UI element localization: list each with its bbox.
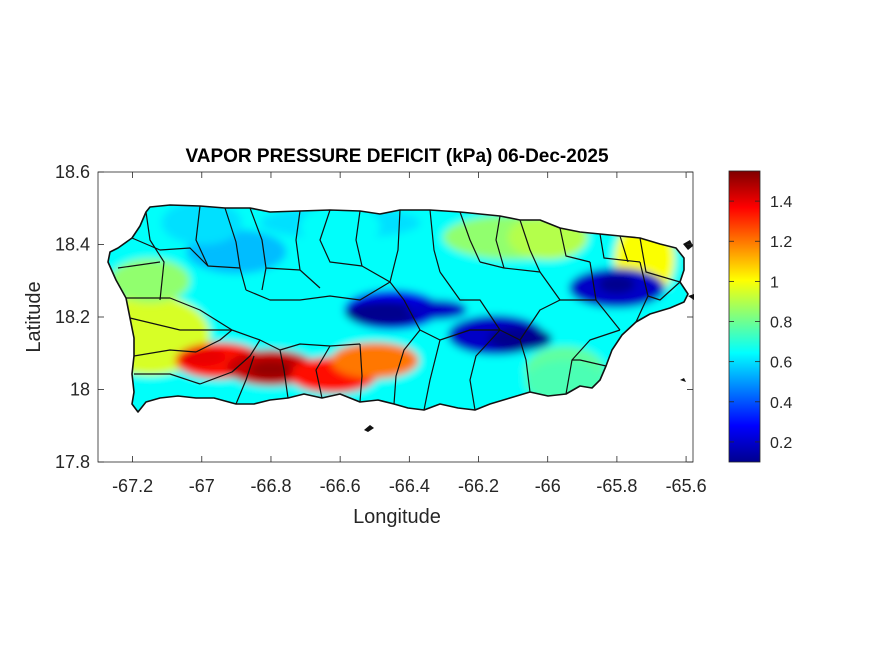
municipality-boundary xyxy=(572,359,607,367)
y-tick-label: 18 xyxy=(70,380,90,400)
municipality-boundary xyxy=(245,281,391,301)
municipality-boundary xyxy=(249,207,301,271)
field-core xyxy=(488,326,553,351)
y-tick-label: 18.2 xyxy=(55,307,90,327)
y-axis-ticks: 17.8 18 18.2 18.4 18.6 xyxy=(55,162,693,472)
municipality-boundary xyxy=(639,237,681,283)
x-tick-label: -66.4 xyxy=(389,476,430,496)
municipality-boundary xyxy=(117,261,161,269)
islet xyxy=(683,240,693,250)
field-core xyxy=(248,360,293,379)
islet xyxy=(364,425,374,432)
colorbar-tick-label: 0.6 xyxy=(770,355,792,372)
municipality-boundary xyxy=(315,345,331,399)
municipality-boundary xyxy=(439,271,501,331)
field-blob xyxy=(330,342,419,379)
municipality-boundary xyxy=(279,349,289,399)
x-tick-label: -65.6 xyxy=(666,476,707,496)
municipality-boundary xyxy=(565,329,621,395)
colorbar-tick-label: 1.4 xyxy=(770,194,792,211)
colorbar-tick-label: 1 xyxy=(770,274,779,291)
y-axis-label: Latitude xyxy=(23,281,45,352)
municipality-boundary xyxy=(355,210,391,283)
municipality-boundary xyxy=(295,210,321,289)
field-blob xyxy=(161,205,242,245)
field-core xyxy=(407,299,468,320)
municipality-boundary xyxy=(235,355,255,405)
x-tick-label: -66.6 xyxy=(320,476,361,496)
municipality-boundary xyxy=(559,227,591,263)
y-tick-label: 18.4 xyxy=(55,235,90,255)
municipality-boundary xyxy=(145,211,165,301)
municipality-boundary xyxy=(134,373,201,385)
municipality-boundary xyxy=(429,209,441,273)
map-title: VAPOR PRESSURE DEFICIT (kPa) 06-Dec-2025 xyxy=(185,146,608,167)
municipality-boundary xyxy=(469,329,501,411)
x-tick-label: -67.2 xyxy=(112,476,153,496)
field-core xyxy=(177,347,226,366)
x-tick-label: -65.8 xyxy=(596,476,637,496)
colorbar-tick-label: 1.2 xyxy=(770,234,792,251)
municipality-boundary xyxy=(199,339,261,385)
municipality-boundary xyxy=(126,297,233,331)
municipality-boundary xyxy=(459,211,481,263)
municipality-boundary xyxy=(499,329,521,341)
municipality-boundary xyxy=(231,329,361,351)
x-axis-ticks: -67.2 -67 -66.8 -66.6 -66.4 -66.2 -66 -65.8 -65.… xyxy=(112,172,707,496)
colorbar-tick-label: 0.2 xyxy=(770,435,792,452)
municipality-boundary xyxy=(389,209,405,301)
colorbar-tick-label: 0.4 xyxy=(770,395,792,412)
municipality-boundary xyxy=(619,235,629,263)
municipality-boundary xyxy=(195,205,247,291)
municipality-boundary xyxy=(393,329,421,405)
municipality-boundary xyxy=(519,219,561,301)
field-core xyxy=(345,301,426,326)
islet xyxy=(688,294,694,300)
municipality-boundary xyxy=(261,267,267,291)
municipality-boundary xyxy=(129,317,232,331)
x-axis-label: Longitude xyxy=(353,506,441,528)
islets xyxy=(364,240,694,432)
municipality-boundary xyxy=(647,281,681,301)
field-blob xyxy=(300,205,381,249)
field-core xyxy=(598,275,635,294)
municipality-boundary xyxy=(133,349,197,357)
colorbar xyxy=(728,170,761,463)
municipality-boundary xyxy=(423,339,441,411)
colorbar-ticks: 0.2 0.4 0.6 0.8 1 1.2 1.4 xyxy=(729,194,792,452)
municipality-boundary xyxy=(195,329,233,353)
municipality-boundary xyxy=(319,209,363,267)
municipality-boundary xyxy=(359,343,363,403)
y-tick-label: 18.6 xyxy=(55,162,90,182)
x-tick-label: -67 xyxy=(189,476,215,496)
municipality-boundary xyxy=(495,215,541,273)
colorbar-tick-label: 0.8 xyxy=(770,315,792,332)
x-tick-label: -66.8 xyxy=(250,476,291,496)
municipality-boundary xyxy=(224,207,241,269)
y-tick-label: 17.8 xyxy=(55,452,90,472)
islet xyxy=(680,378,686,382)
field-blob xyxy=(109,258,190,303)
municipality-boundary xyxy=(479,261,505,269)
x-tick-label: -66.2 xyxy=(458,476,499,496)
municipality-boundary xyxy=(131,237,209,267)
x-tick-label: -66 xyxy=(535,476,561,496)
municipality-boundaries xyxy=(117,205,681,411)
